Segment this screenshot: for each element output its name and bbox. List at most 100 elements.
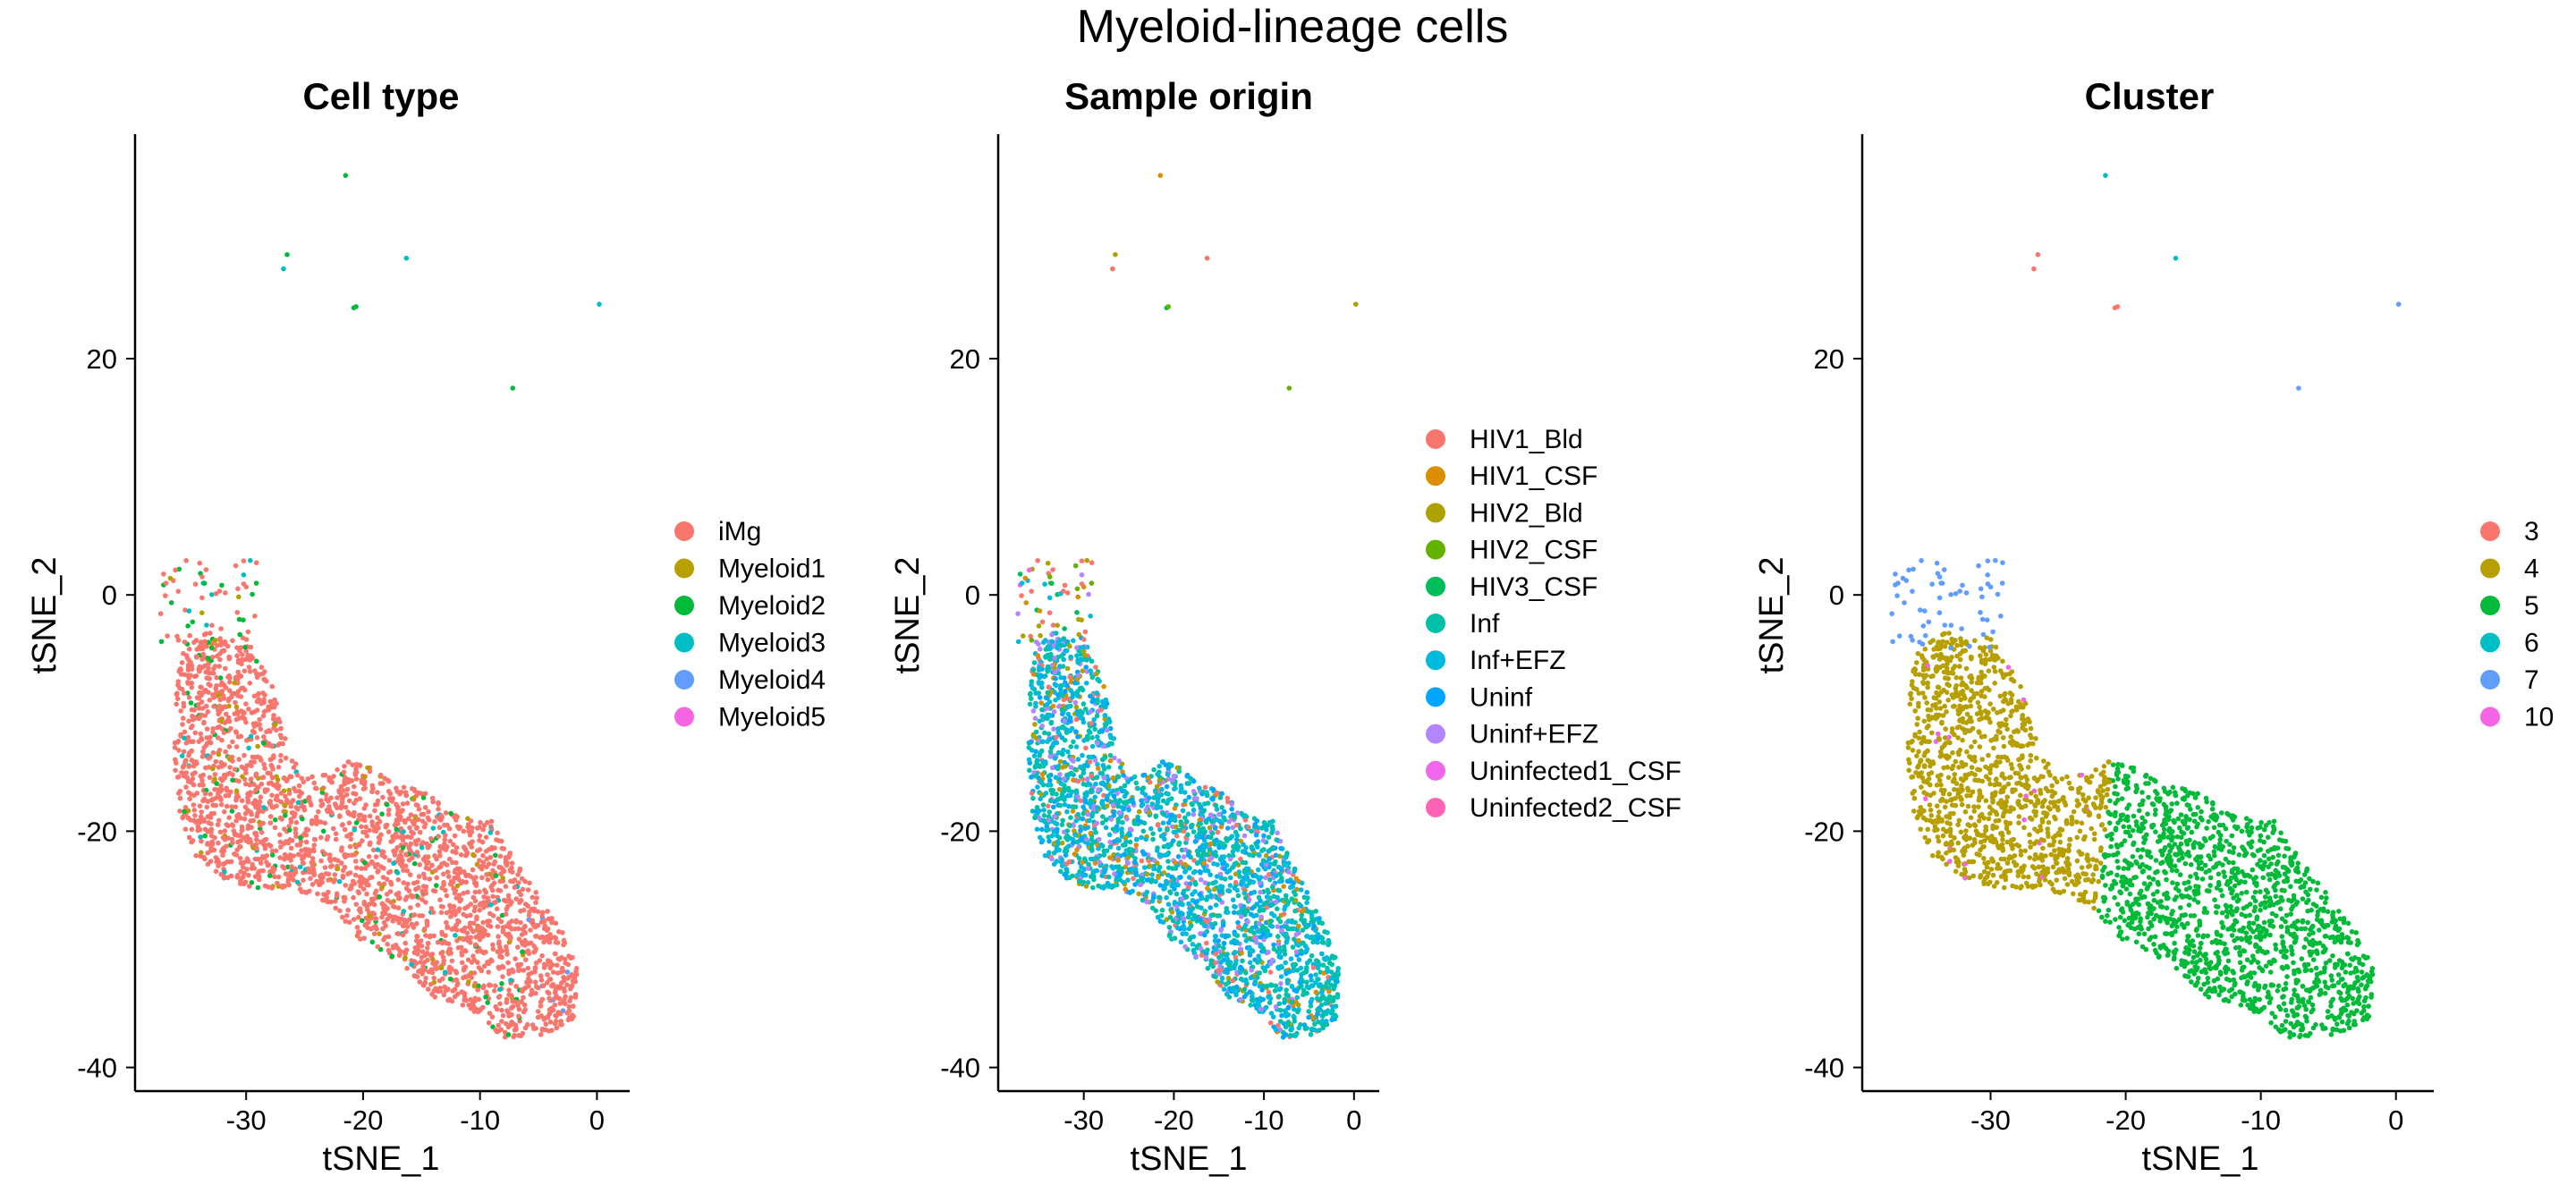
scatter-point [404, 800, 411, 806]
scatter-point [311, 780, 318, 786]
scatter-point [246, 745, 251, 751]
scatter-point [375, 861, 381, 868]
scatter-point [269, 743, 275, 749]
scatter-point [362, 866, 369, 871]
scatter-point [492, 845, 497, 851]
scatter-point [1284, 924, 1290, 930]
scatter-point [1133, 842, 1140, 848]
scatter-point [1165, 772, 1171, 777]
scatter-point [507, 924, 513, 930]
scatter-point [1067, 823, 1072, 829]
scatter-point [1224, 835, 1229, 842]
scatter-point [1065, 749, 1071, 755]
scatter-point [209, 839, 215, 845]
scatter-point [1139, 803, 1145, 808]
scatter-point [182, 808, 187, 815]
scatter-point [1162, 885, 1167, 891]
scatter-point [1261, 833, 1267, 839]
scatter-point [547, 1019, 554, 1025]
scatter-point [496, 964, 501, 970]
scatter-point [364, 903, 370, 910]
scatter-point [249, 880, 255, 885]
scatter-point [1101, 683, 1106, 690]
scatter-point [482, 887, 487, 893]
scatter-point [278, 725, 284, 732]
scatter-point [216, 588, 223, 594]
scatter-point [395, 876, 402, 883]
scatter-point [572, 992, 579, 997]
scatter-point [1112, 839, 1117, 844]
scatter-point [185, 664, 191, 671]
scatter-point [269, 792, 275, 799]
scatter-point [230, 777, 235, 783]
scatter-point [568, 986, 573, 992]
scatter-point [388, 882, 394, 887]
scatter-point [318, 876, 324, 882]
scatter-point [1070, 694, 1075, 700]
scatter-point [210, 797, 216, 802]
scatter-point [357, 841, 362, 847]
scatter-point [1186, 885, 1191, 890]
scatter-point [1115, 864, 1122, 869]
scatter-point [219, 582, 225, 588]
scatter-point [215, 822, 221, 827]
scatter-point [322, 851, 328, 857]
scatter-point [1212, 920, 1218, 927]
scatter-point [1319, 939, 1326, 945]
scatter-point [1125, 860, 1131, 866]
scatter-point [318, 834, 324, 841]
scatter-point [441, 992, 447, 998]
scatter-point [352, 872, 359, 878]
scatter-point [298, 834, 303, 841]
scatter-point [399, 860, 405, 866]
scatter-point [1246, 825, 1251, 830]
scatter-point [236, 811, 242, 817]
scatter-point [436, 806, 441, 812]
scatter-point [241, 558, 247, 563]
scatter-point [1033, 773, 1038, 779]
scatter-point [513, 919, 519, 925]
scatter-point [453, 933, 458, 938]
scatter-point [359, 866, 364, 871]
scatter-point [533, 900, 538, 906]
scatter-point [533, 890, 538, 895]
scatter-point [1073, 716, 1080, 723]
scatter-point [209, 655, 216, 660]
scatter-point [192, 818, 199, 825]
scatter-point [1056, 786, 1063, 792]
scatter-point [194, 791, 200, 796]
scatter-point [266, 727, 272, 733]
scatter-point [432, 818, 437, 825]
scatter-point [568, 955, 573, 961]
scatter-point [1219, 791, 1224, 797]
scatter-point [246, 656, 252, 663]
scatter-point [418, 960, 424, 965]
scatter-point [476, 931, 482, 937]
scatter-point [429, 862, 435, 868]
scatter-point [1208, 855, 1215, 861]
scatter-point [243, 637, 250, 642]
scatter-point [338, 805, 344, 811]
scatter-point [1032, 722, 1038, 727]
points-layer [157, 173, 602, 1040]
scatter-point [295, 800, 301, 806]
scatter-point [509, 918, 515, 924]
scatter-point [1184, 772, 1191, 778]
scatter-point [505, 896, 512, 902]
scatter-point [1094, 690, 1100, 696]
scatter-point [487, 830, 494, 835]
scatter-point [204, 703, 209, 709]
scatter-point [178, 708, 183, 714]
scatter-point [533, 934, 538, 939]
scatter-point [352, 772, 359, 777]
scatter-point [351, 894, 356, 901]
scatter-point [425, 940, 431, 946]
scatter-point [394, 801, 399, 808]
scatter-point [1140, 828, 1147, 834]
scatter-point [320, 897, 326, 903]
scatter-point [375, 869, 381, 875]
scatter-point [496, 1022, 501, 1028]
scatter-point [323, 791, 329, 798]
scatter-point [1051, 804, 1056, 810]
legend-key [674, 558, 694, 579]
